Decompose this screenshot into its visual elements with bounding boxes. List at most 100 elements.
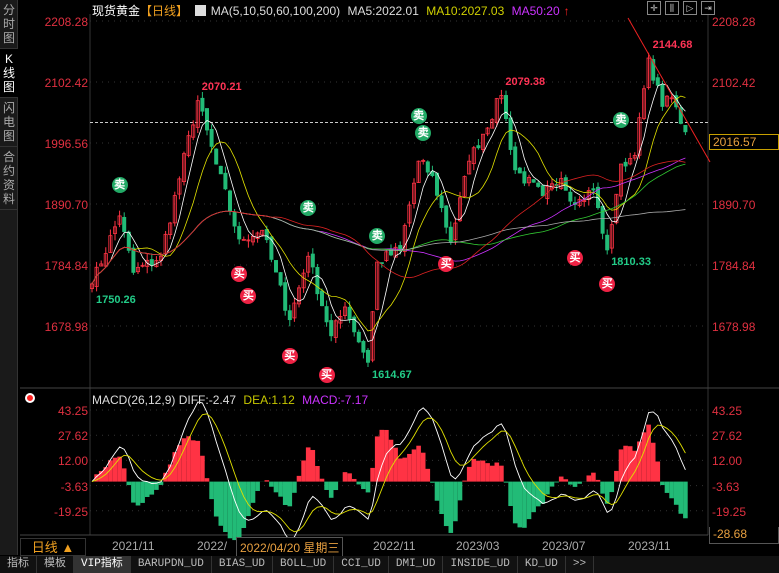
tab-timeshare[interactable]: 分时图	[0, 0, 18, 49]
macd-bar	[618, 449, 624, 482]
macd-bar	[200, 455, 205, 482]
candle-body	[296, 287, 301, 305]
buy-signal[interactable]: 买	[231, 266, 248, 283]
period-selector[interactable]: 日线 ▲	[20, 538, 86, 556]
candle-body	[181, 153, 186, 183]
indicator-tab[interactable]: 模板	[37, 556, 74, 573]
macd-bar	[591, 472, 596, 482]
macd-bar	[301, 460, 306, 482]
buy-signal[interactable]: 买	[567, 250, 583, 267]
macd-bar	[154, 481, 159, 490]
macd-bar	[595, 479, 601, 482]
buy-signal[interactable]: 买	[240, 287, 257, 304]
candle-body	[416, 160, 421, 184]
macd-bar	[471, 458, 477, 482]
macd-bar	[388, 439, 394, 482]
zoom-in-icon[interactable]: ⫼	[665, 1, 679, 15]
crosshair-icon[interactable]: ✛	[647, 1, 661, 15]
price-extreme-label: 1614.67	[372, 369, 412, 381]
dea-line	[91, 413, 686, 533]
candle-body	[508, 117, 513, 150]
candle-body	[536, 182, 541, 187]
candle-body	[439, 195, 444, 209]
price-axis-label: 1890.70	[44, 198, 88, 212]
zoom-out-icon[interactable]: ▷	[683, 1, 697, 15]
candle-body	[200, 97, 205, 112]
indicator-tab[interactable]: BARUPDN_UD	[131, 556, 212, 573]
indicator-tab[interactable]: BIAS_UD	[212, 556, 274, 573]
period-tag: 【日线】	[140, 4, 189, 18]
macd-bar	[370, 467, 375, 482]
tab-flash[interactable]: 闪电图	[0, 98, 18, 147]
indicator-tab[interactable]: DMI_UD	[389, 556, 444, 573]
macd-bar	[112, 457, 118, 482]
arrow-up-icon[interactable]: ↑	[563, 4, 570, 18]
candle-body	[195, 100, 200, 128]
price-axis-label-right: 2208.28	[712, 15, 756, 29]
buy-signal[interactable]: 买	[599, 276, 616, 293]
tab-kline[interactable]: K线图	[0, 49, 18, 98]
indicator-tab[interactable]: KD_UD	[518, 556, 566, 573]
candle-body	[398, 245, 403, 250]
macd-label: MACD(26,12,9)	[92, 393, 176, 407]
macd-bar	[374, 436, 380, 482]
sell-signal[interactable]: 卖	[369, 228, 386, 245]
indicator-tab[interactable]: CCI_UD	[334, 556, 389, 573]
macd-bar	[223, 481, 228, 533]
ma10-value: MA10:2027.03	[426, 4, 505, 18]
indicator-tab[interactable]: INSIDE_UD	[443, 556, 518, 573]
indicator-tab[interactable]: 指标	[0, 556, 37, 573]
macd-bar	[264, 480, 270, 482]
sell-signal[interactable]: 卖	[613, 111, 629, 128]
candle-body	[665, 95, 670, 107]
macd-bar	[526, 481, 532, 520]
macd-bar	[568, 481, 573, 485]
candle-body	[490, 119, 495, 129]
macd-axis-label: 43.25	[57, 404, 88, 418]
candle-body	[651, 59, 656, 81]
macd-bar	[466, 466, 472, 482]
sell-signal[interactable]: 卖	[300, 199, 317, 216]
macd-bar	[650, 442, 656, 482]
indicator-icon[interactable]	[195, 5, 207, 16]
macd-min-label: -28.68	[709, 527, 779, 544]
sell-signal[interactable]: 卖	[111, 176, 128, 193]
macd-bar	[499, 465, 504, 482]
macd-bar	[296, 475, 302, 482]
macd-bar	[310, 449, 316, 482]
tab-contract-info[interactable]: 合约资料	[0, 147, 18, 210]
kline-chart[interactable]	[0, 0, 779, 556]
candle-body	[384, 251, 389, 261]
candle-body	[301, 272, 306, 289]
macd-bar	[140, 481, 145, 503]
macd-bar	[416, 445, 421, 482]
indicator-tab[interactable]: >>	[566, 556, 595, 573]
macd-bar	[517, 481, 523, 528]
candle-body	[324, 306, 329, 323]
candle-body	[540, 185, 545, 197]
buy-signal[interactable]: 买	[438, 255, 455, 272]
price-axis-label: 2208.28	[44, 15, 88, 29]
macd-axis-label-right: 12.00	[712, 454, 743, 469]
candle-body	[421, 160, 426, 162]
candle-body	[642, 88, 647, 119]
candle-body	[545, 185, 550, 200]
macd-settings-icon[interactable]	[25, 393, 35, 403]
macd-axis-label: -19.25	[53, 504, 88, 519]
indicator-tab[interactable]: VIP指标	[74, 556, 131, 573]
sell-signal[interactable]: 卖	[410, 108, 427, 125]
macd-bar	[333, 481, 339, 491]
indicator-tab[interactable]: BOLL_UD	[273, 556, 335, 573]
candle-body	[273, 260, 278, 273]
candle-body	[609, 224, 614, 249]
buy-signal[interactable]: 买	[318, 366, 335, 383]
sell-signal[interactable]: 卖	[415, 124, 432, 141]
macd-bar	[218, 481, 224, 526]
candle-body	[678, 107, 683, 124]
shift-right-icon[interactable]: ⇥	[701, 1, 715, 15]
macd-bar	[476, 460, 481, 482]
candle-body	[393, 246, 398, 258]
buy-signal[interactable]: 买	[281, 348, 298, 365]
macd-bar	[489, 465, 495, 482]
candle-body	[269, 236, 274, 260]
